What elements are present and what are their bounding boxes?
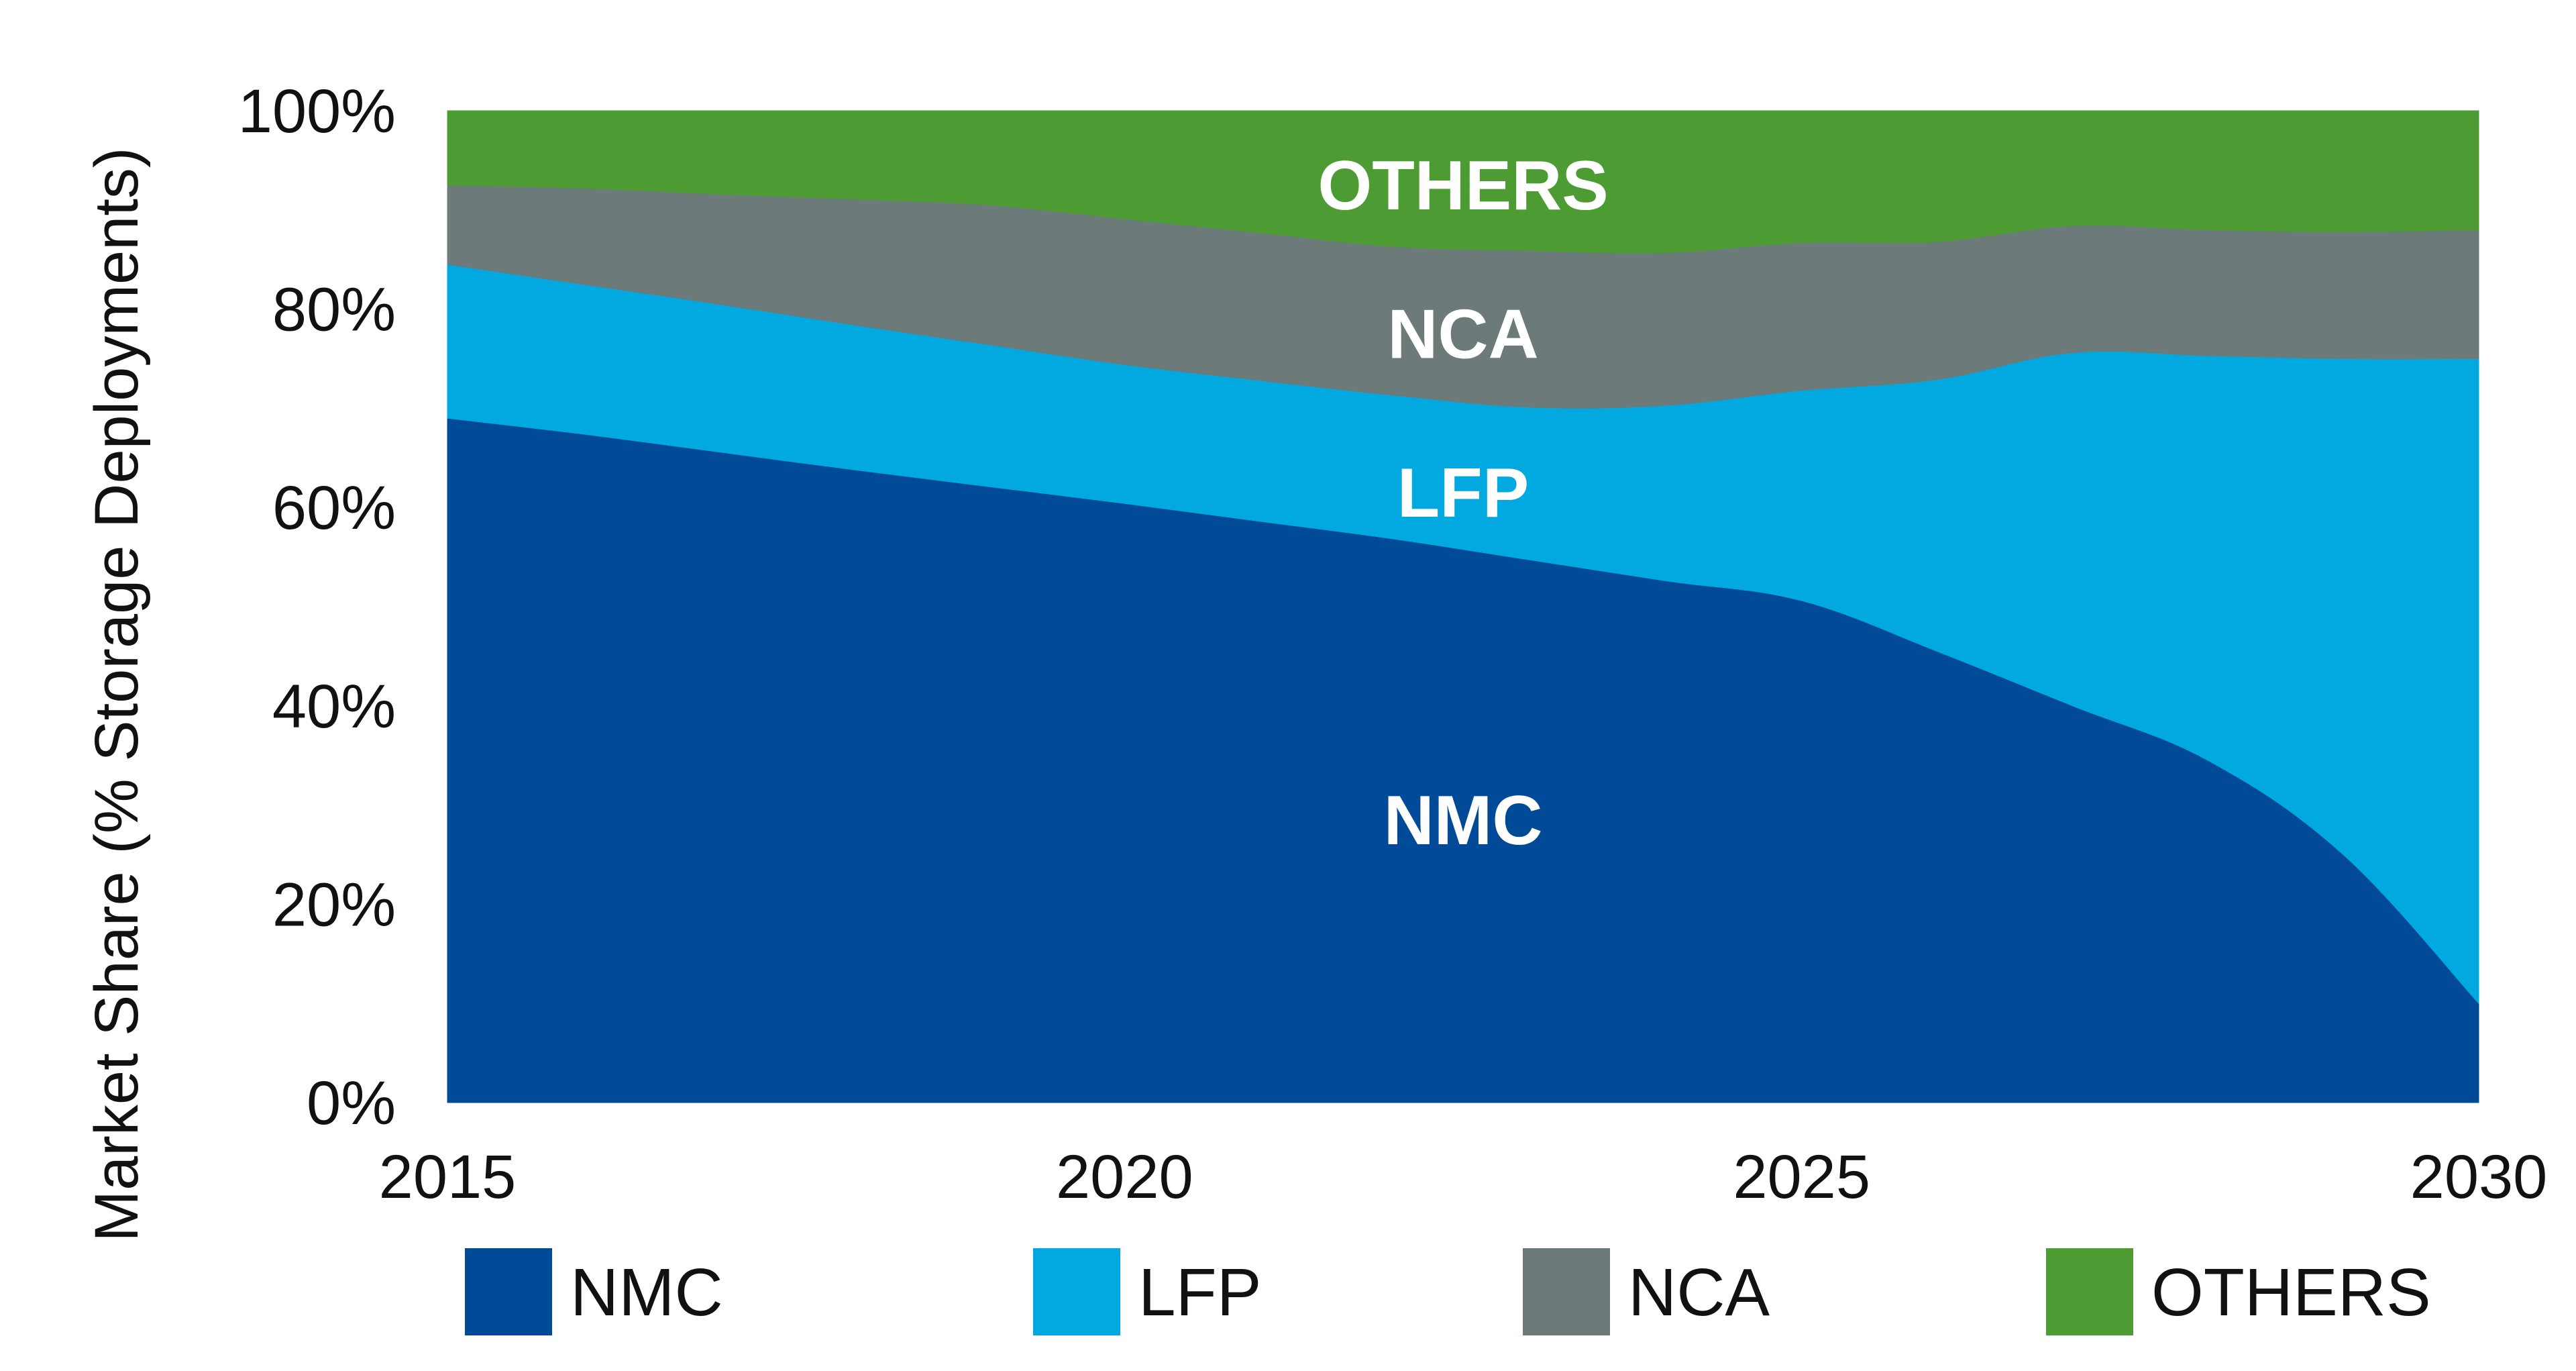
x-tick-label: 2030 (2410, 1143, 2548, 1211)
y-tick-label: 100% (238, 77, 396, 146)
legend-swatch (1523, 1248, 1610, 1335)
legend-label: LFP (1138, 1255, 1261, 1330)
legend: NMC LFP NCA OTHERS (465, 1248, 2431, 1335)
y-tick-label: 20% (272, 870, 396, 939)
area-label-nca: NCA (1387, 296, 1538, 374)
y-tick-label: 80% (272, 276, 396, 344)
legend-item-lfp: LFP (1033, 1248, 1261, 1335)
legend-swatch (465, 1248, 552, 1335)
y-axis-ticks: 0% 20% 40% 60% 80% 100% (238, 77, 396, 1137)
y-tick-label: 60% (272, 474, 396, 542)
x-axis-ticks: 2015 2020 2025 2030 (379, 1143, 2548, 1211)
legend-label: NMC (570, 1255, 723, 1330)
area-others (447, 110, 2479, 254)
legend-item-nca: NCA (1523, 1248, 1770, 1335)
series-areas (447, 110, 2479, 1103)
y-tick-label: 40% (272, 672, 396, 741)
legend-swatch (2046, 1248, 2133, 1335)
x-tick-label: 2025 (1733, 1143, 1870, 1211)
legend-label: OTHERS (2151, 1255, 2431, 1330)
y-axis-title: Market Share (% Storage Deployments) (83, 147, 151, 1241)
area-label-others: OTHERS (1318, 147, 1608, 225)
area-label-lfp: LFP (1397, 454, 1529, 532)
legend-item-nmc: NMC (465, 1248, 723, 1335)
x-tick-label: 2015 (379, 1143, 517, 1211)
x-tick-label: 2020 (1056, 1143, 1193, 1211)
area-labels: OTHERS NCA LFP NMC (1318, 147, 1608, 860)
area-label-nmc: NMC (1384, 782, 1543, 860)
legend-swatch (1033, 1248, 1120, 1335)
y-tick-label: 0% (307, 1069, 396, 1137)
legend-label: NCA (1628, 1255, 1770, 1330)
legend-item-others: OTHERS (2046, 1248, 2431, 1335)
